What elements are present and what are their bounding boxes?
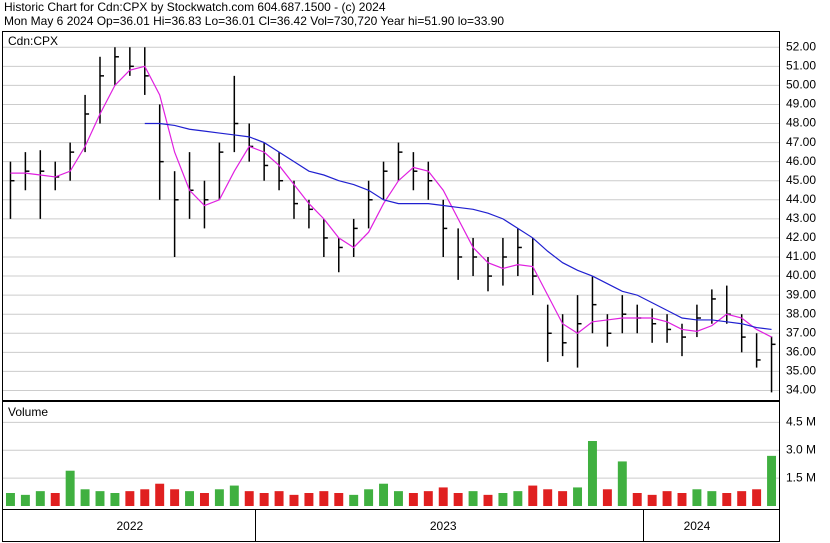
- volume-bar: [692, 489, 702, 506]
- volume-tick-label: 4.5 M: [786, 415, 816, 429]
- volume-tick-label: 3.0 M: [786, 442, 816, 456]
- volume-bar: [558, 491, 568, 506]
- volume-bar: [259, 493, 269, 506]
- volume-bar: [5, 493, 15, 506]
- volume-bar: [364, 489, 374, 506]
- volume-bar: [140, 489, 150, 506]
- volume-bar: [587, 441, 597, 506]
- volume-bar: [423, 491, 433, 506]
- volume-tick-label: 1.5 M: [786, 470, 816, 484]
- header-line2: Mon May 6 2024 Op=36.01 Hi=36.83 Lo=36.0…: [4, 14, 504, 28]
- moving-average: [10, 65, 772, 338]
- volume-bar: [349, 494, 359, 506]
- volume-bar: [722, 493, 732, 506]
- volume-bar: [185, 491, 195, 506]
- volume-bar: [632, 493, 642, 506]
- y-tick-label: 43.00: [786, 211, 816, 225]
- y-tick-label: 37.00: [786, 325, 816, 339]
- y-tick-label: 38.00: [786, 306, 816, 320]
- y-tick-label: 47.00: [786, 135, 816, 149]
- y-tick-label: 34.00: [786, 383, 816, 397]
- volume-bar: [170, 489, 180, 506]
- symbol-label: Cdn:CPX: [8, 34, 58, 48]
- volume-bar: [125, 491, 135, 506]
- y-tick-label: 51.00: [786, 58, 816, 72]
- volume-bar: [438, 487, 448, 506]
- volume-bar: [20, 494, 30, 506]
- volume-bar: [304, 493, 314, 506]
- volume-bar: [543, 489, 553, 506]
- volume-bar: [408, 493, 418, 506]
- x-tick-label: 2023: [430, 519, 457, 533]
- y-tick-label: 48.00: [786, 116, 816, 130]
- y-tick-label: 50.00: [786, 78, 816, 92]
- y-tick-label: 42.00: [786, 230, 816, 244]
- volume-bar: [274, 491, 284, 506]
- volume-bar: [647, 494, 657, 506]
- volume-bar: [229, 485, 239, 506]
- volume-bar: [528, 485, 538, 506]
- header-line1: Historic Chart for Cdn:CPX by Stockwatch…: [4, 0, 386, 14]
- volume-bar: [155, 483, 165, 506]
- volume-bar: [513, 491, 523, 506]
- volume-bar: [319, 491, 329, 506]
- y-tick-label: 44.00: [786, 192, 816, 206]
- volume-bar: [483, 494, 493, 506]
- y-tick-label: 40.00: [786, 268, 816, 282]
- volume-bar: [677, 493, 687, 506]
- y-tick-label: 39.00: [786, 287, 816, 301]
- volume-bar: [752, 489, 762, 506]
- volume-bar: [214, 489, 224, 506]
- volume-bar: [199, 493, 209, 506]
- y-tick-label: 41.00: [786, 249, 816, 263]
- volume-bar: [468, 491, 478, 506]
- volume-bar: [707, 491, 717, 506]
- volume-bar: [393, 491, 403, 506]
- volume-bar: [244, 491, 254, 506]
- volume-bar: [289, 494, 299, 506]
- volume-label: Volume: [8, 405, 48, 419]
- moving-average: [144, 122, 772, 331]
- volume-bar: [65, 470, 75, 506]
- volume-bar: [50, 493, 60, 506]
- volume-bar: [737, 491, 747, 506]
- volume-bar: [498, 493, 508, 506]
- price-panel: [2, 31, 780, 401]
- y-tick-label: 52.00: [786, 39, 816, 53]
- volume-bar: [80, 489, 90, 506]
- x-tick-label: 2024: [684, 519, 711, 533]
- volume-bar: [95, 491, 105, 506]
- volume-bar: [617, 461, 627, 506]
- volume-bar: [379, 483, 389, 506]
- y-tick-label: 45.00: [786, 173, 816, 187]
- volume-bar: [573, 487, 583, 506]
- volume-bar: [110, 493, 120, 506]
- y-tick-label: 35.00: [786, 364, 816, 378]
- volume-bar: [602, 489, 612, 506]
- date-panel: [2, 509, 780, 542]
- y-tick-label: 46.00: [786, 154, 816, 168]
- volume-bar: [767, 455, 777, 506]
- volume-bar: [453, 493, 463, 506]
- y-tick-label: 36.00: [786, 345, 816, 359]
- volume-bar: [334, 493, 344, 506]
- volume-bar: [35, 491, 45, 506]
- x-tick-label: 2022: [116, 519, 143, 533]
- y-tick-label: 49.00: [786, 97, 816, 111]
- volume-bar: [662, 491, 672, 506]
